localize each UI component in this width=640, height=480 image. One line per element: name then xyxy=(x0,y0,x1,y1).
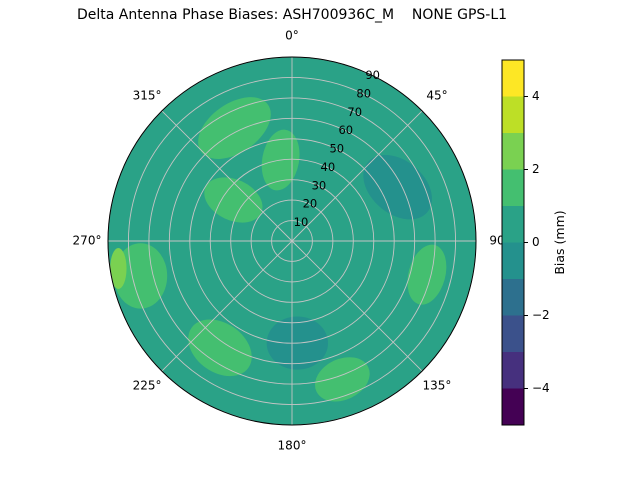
theta-tick-label: 135° xyxy=(423,378,452,392)
colorbar-band xyxy=(502,352,524,389)
radial-tick-labels: 10 20 30 40 50 60 70 80 90 xyxy=(294,68,380,229)
colorbar-band xyxy=(502,96,524,134)
theta-tick-label: 180° xyxy=(278,439,307,453)
bias-region-west-edge-sliver xyxy=(110,248,127,289)
colorbar-tick-label: 4 xyxy=(532,89,540,103)
colorbar-tick-label: 0 xyxy=(532,235,540,249)
bias-region-west-edge-patch xyxy=(114,243,168,309)
chart-title: Delta Antenna Phase Biases: ASH700936C_M… xyxy=(76,7,508,23)
radial-tick-label: 70 xyxy=(347,105,362,119)
radial-tick-label: 80 xyxy=(356,86,371,100)
bias-regions xyxy=(110,97,447,402)
radial-tick-label: 40 xyxy=(321,160,336,174)
colorbar-tick-label: −2 xyxy=(532,308,550,322)
bias-region-west-inner-patch xyxy=(204,177,263,223)
colorbar-band xyxy=(502,315,524,353)
theta-tick-label: 45° xyxy=(426,89,447,103)
bias-region-northwest-patch xyxy=(198,97,271,159)
bias-region-southwest-patch xyxy=(188,319,252,377)
theta-tick-label: 270° xyxy=(73,234,102,248)
theta-tick-label: 315° xyxy=(133,89,162,103)
colorbar-axis-label: Bias (mm) xyxy=(552,210,567,274)
radial-tick-label: 20 xyxy=(303,197,318,211)
colorbar-tick-label: −4 xyxy=(532,381,550,395)
radial-tick-label: 90 xyxy=(365,68,380,82)
polar-grid xyxy=(107,56,477,426)
theta-tick-labels: 0° 45° 90 135° 180° 225° 270° 315° xyxy=(73,29,505,453)
colorbar-band xyxy=(502,388,524,426)
radial-tick-label: 10 xyxy=(294,215,309,229)
polar-outline xyxy=(107,56,477,426)
colorbar-band xyxy=(502,169,524,207)
colorbar: 4 2 0 −2 −4 Bias (mm) xyxy=(501,59,567,426)
radial-tick-label: 30 xyxy=(312,178,327,192)
radial-tick-label: 60 xyxy=(338,123,353,137)
bias-region-south-southeast-patch xyxy=(315,357,370,402)
colorbar-band xyxy=(502,60,524,97)
colorbar-band xyxy=(502,242,524,280)
colorbar-band xyxy=(502,279,524,316)
theta-tick-label: 0° xyxy=(285,29,299,43)
colorbar-band xyxy=(502,206,524,243)
bias-region-east-patch xyxy=(407,244,447,305)
colorbar-band xyxy=(502,133,524,170)
bias-region-northeast-dip xyxy=(363,154,432,220)
theta-tick-label: 90 xyxy=(489,234,504,248)
radial-tick-label: 50 xyxy=(329,142,344,156)
colorbar-tick-label: 2 xyxy=(532,162,540,176)
theta-tick-label: 225° xyxy=(133,378,162,392)
